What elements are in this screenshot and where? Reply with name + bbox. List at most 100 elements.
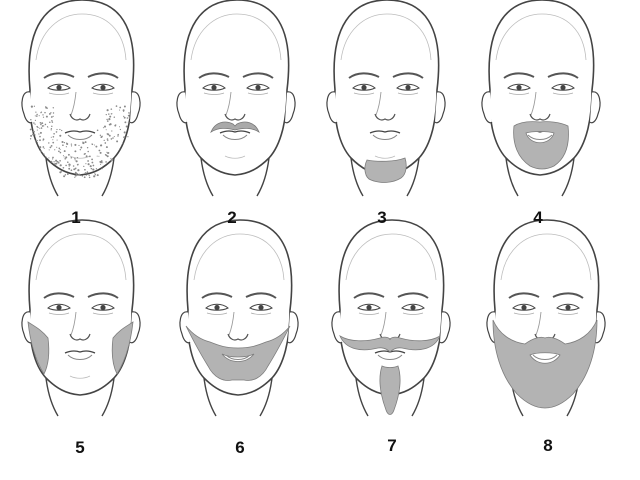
stubble-dot: [55, 159, 58, 162]
stubble-dot: [110, 113, 113, 115]
stubble-dot: [54, 149, 56, 151]
stubble-dot: [59, 151, 62, 154]
stubble-dot: [101, 167, 103, 170]
stubble-dot: [86, 146, 89, 149]
stubble-dot: [52, 107, 55, 109]
stubble-dot: [50, 116, 53, 118]
mustache-shape: [210, 121, 260, 133]
stubble-dot: [44, 123, 47, 126]
stubble-dot: [85, 174, 87, 176]
face-label-4: 4: [533, 208, 543, 227]
stubble-dot: [74, 176, 76, 178]
stubble-dot: [105, 113, 107, 116]
stubble-dot: [94, 174, 96, 176]
stubble-dot: [34, 115, 36, 117]
sideburn-left: [27, 321, 50, 375]
stubble-dot: [39, 127, 41, 129]
stubble-dot: [101, 135, 103, 137]
stubble-dot: [30, 105, 33, 108]
stubble-dot: [52, 139, 54, 141]
stubble-dot: [84, 141, 87, 144]
stubble-dot: [50, 127, 53, 130]
stubble-dot: [74, 171, 77, 174]
stubble-dot: [59, 148, 61, 151]
stubble-dot: [88, 174, 90, 177]
stubble-dot: [102, 162, 104, 164]
stubble-dot: [77, 163, 79, 166]
stubble-dot: [36, 141, 39, 144]
stubble-dot: [30, 134, 33, 137]
stubble-dot: [118, 126, 121, 128]
stubble-dot: [74, 158, 76, 160]
stubble-dot: [110, 157, 112, 159]
stubble-dot: [32, 133, 34, 136]
stubble-dot: [76, 157, 79, 159]
stubble-dot: [42, 116, 45, 118]
stubble-dot: [56, 160, 59, 163]
stubble-dot: [29, 128, 32, 131]
stubble-dot: [108, 134, 111, 137]
stubble-dot: [30, 119, 32, 121]
stubble-dot: [63, 175, 66, 178]
stubble-dot: [37, 126, 39, 129]
stubble-dot: [59, 134, 62, 137]
stubble-dot: [106, 138, 109, 140]
stubble-dot: [65, 164, 67, 167]
stubble-dot: [117, 135, 119, 137]
stubble-dot: [48, 142, 50, 144]
stubble-dot: [123, 116, 126, 119]
stubble-dot: [87, 163, 90, 166]
face-label-1: 1: [71, 208, 81, 227]
stubble-dot: [85, 163, 87, 165]
stubble-dot: [95, 168, 98, 170]
stubble-dot: [62, 154, 64, 157]
stubble-dot: [56, 139, 58, 141]
stubble-dot: [49, 146, 52, 149]
stubble-dot: [40, 111, 43, 113]
stubble-dot: [38, 133, 40, 135]
stubble-dot: [89, 155, 91, 158]
stubble-dot: [40, 150, 42, 152]
stubble-dot: [58, 162, 60, 164]
stubble-dot: [60, 171, 62, 173]
stubble-dot: [42, 114, 44, 116]
full-beard-shape: [492, 319, 598, 409]
stubble-dot: [52, 141, 55, 144]
stubble-dot: [115, 124, 117, 126]
stubble-dot: [46, 107, 48, 109]
stubble-dot: [52, 158, 54, 160]
stubble-dot: [110, 138, 113, 140]
stubble-dot: [81, 175, 84, 177]
stubble-dot: [95, 145, 98, 148]
stubble-dot: [106, 109, 109, 112]
stubble-dot: [61, 140, 64, 144]
stubble-dot: [83, 165, 85, 168]
stubble-dot: [68, 163, 71, 166]
stubble-dot: [39, 139, 41, 142]
stubble-dot: [96, 174, 99, 177]
face-6-chin-strap: [179, 219, 299, 417]
stubble-dot: [70, 143, 73, 145]
handlebar-mustache-shape: [339, 335, 441, 353]
stubble-dot: [63, 150, 66, 153]
stubble-dot: [124, 121, 127, 124]
stubble-dot: [67, 153, 70, 156]
face-2-mustache: [176, 0, 296, 197]
stubble-dot: [50, 145, 53, 147]
stubble-dot: [47, 126, 49, 128]
stubble-dot: [92, 164, 95, 167]
stubble-dot: [65, 146, 68, 148]
stubble-dot: [91, 158, 93, 161]
stubble-dot: [103, 139, 105, 142]
stubble-dot: [42, 146, 45, 148]
stubble-dot: [56, 128, 58, 131]
stubble-dot: [53, 132, 55, 135]
stubble-dot: [99, 160, 102, 163]
stubble-dot: [58, 147, 61, 150]
stubble-dot: [53, 161, 55, 163]
stubble-dot: [70, 157, 73, 159]
stubble-dot: [48, 112, 51, 115]
stubble-dot: [51, 119, 53, 122]
stubble-dot: [34, 123, 36, 125]
stubble-dot: [41, 122, 43, 125]
